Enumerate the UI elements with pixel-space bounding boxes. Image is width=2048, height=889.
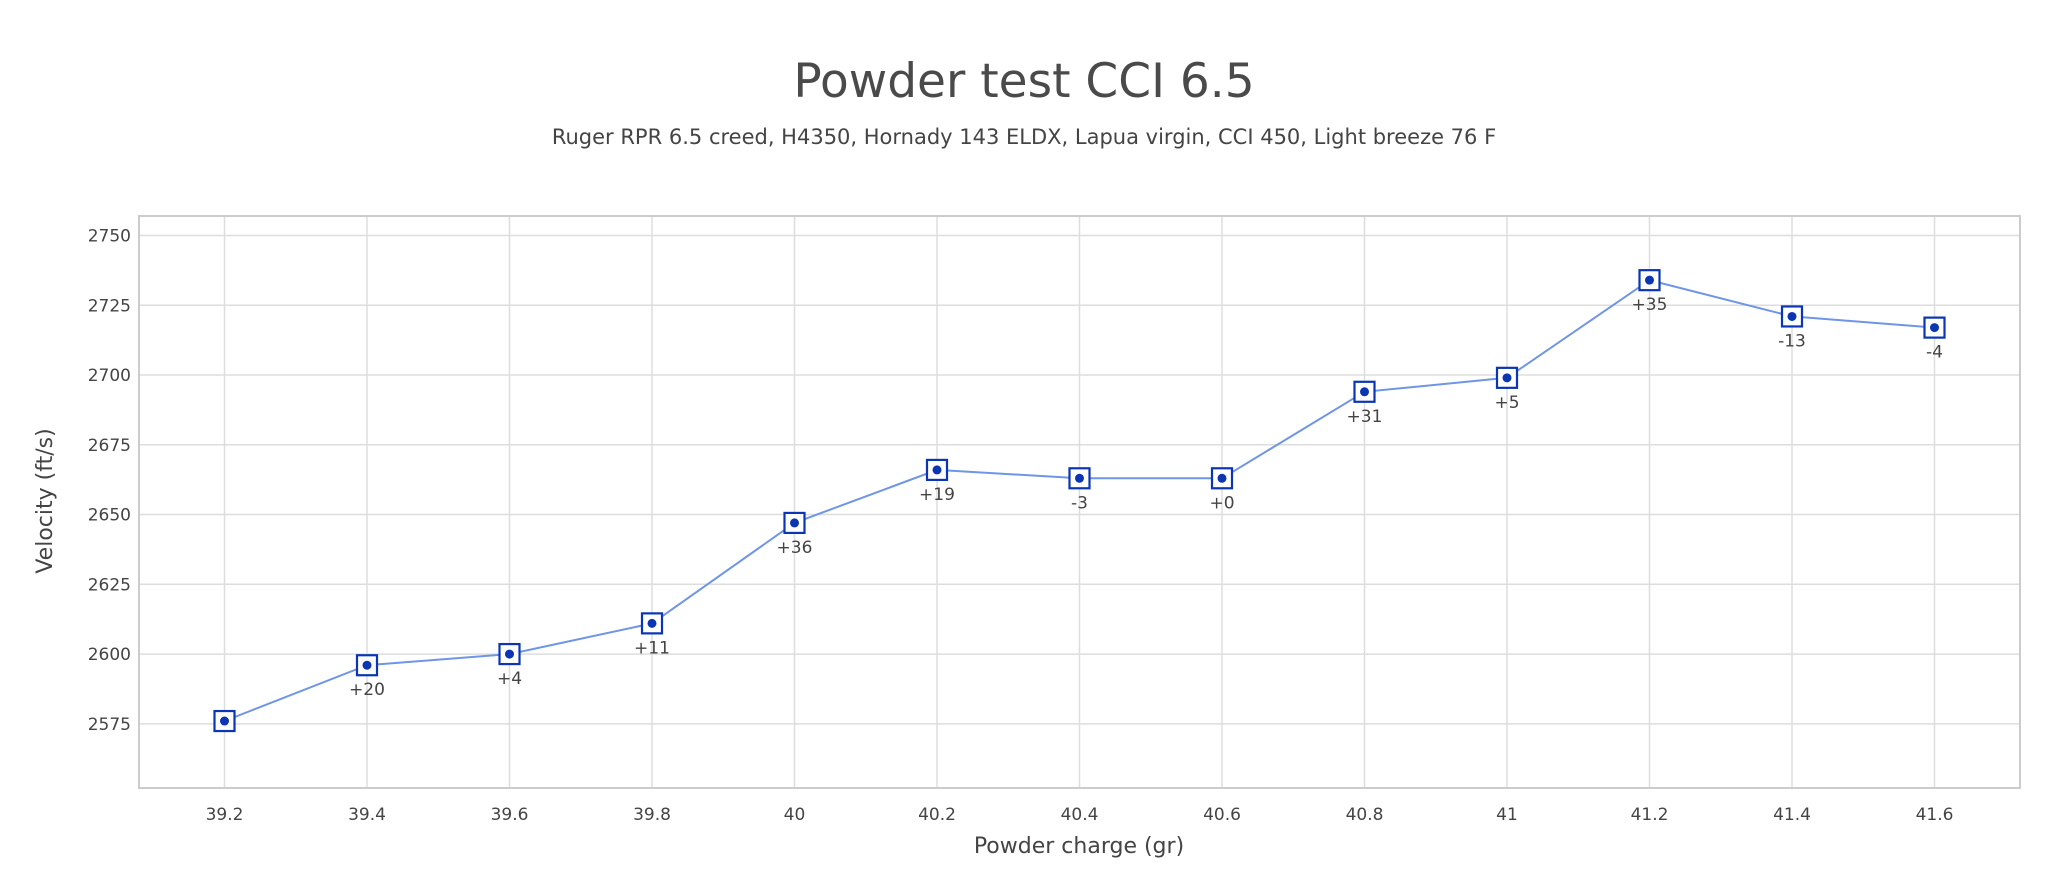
data-point-dot	[1075, 473, 1084, 483]
data-point-label: +5	[1494, 393, 1519, 413]
y-tick-label: 2750	[88, 227, 131, 247]
data-point-label: -4	[1926, 343, 1943, 363]
x-tick-label: 40.6	[1203, 805, 1241, 825]
x-tick-label: 40.8	[1346, 805, 1384, 825]
data-point-dot	[220, 716, 229, 726]
data-point-label: +19	[919, 485, 955, 505]
data-point-label: +0	[1209, 493, 1234, 513]
x-tick-label: 40.2	[918, 805, 956, 825]
tick-label-layer: 2575 2600 2625 2650 2675 2700 2725 2750 39.2 39.4…	[88, 227, 1954, 825]
data-point-label: -13	[1778, 331, 1806, 351]
y-tick-label: 2600	[88, 645, 131, 665]
data-point-label: +20	[349, 680, 385, 700]
data-point-dot	[1217, 473, 1227, 483]
plot-frame	[138, 215, 2021, 789]
data-point-label: -3	[1071, 493, 1088, 513]
grid-layer	[139, 216, 2020, 788]
data-point-label: +36	[777, 538, 813, 558]
y-tick-label: 2575	[88, 715, 131, 735]
data-point-dot	[505, 649, 514, 659]
y-axis-label: Velocity (ft/s)	[33, 428, 58, 573]
data-point-label: +35	[1632, 295, 1668, 315]
y-tick-label: 2725	[88, 296, 131, 316]
x-tick-label: 40.4	[1061, 805, 1099, 825]
data-point-dot	[790, 518, 799, 528]
x-tick-label: 41.4	[1773, 805, 1811, 825]
data-point-dot	[647, 618, 657, 628]
y-tick-label: 2650	[88, 506, 131, 526]
data-point-dot	[1645, 275, 1654, 285]
data-point-dot	[1930, 323, 1939, 333]
data-point-label: +31	[1347, 407, 1383, 427]
x-tick-label: 41.2	[1631, 805, 1669, 825]
data-point-dot	[1787, 311, 1797, 321]
data-point-label: +4	[497, 669, 522, 689]
data-point-dot	[1360, 387, 1369, 397]
data-point-dot	[362, 660, 372, 670]
chart-subtitle: Ruger RPR 6.5 creed, H4350, Hornady 143 …	[551, 125, 1497, 149]
x-tick-label: 39.8	[633, 805, 671, 825]
data-point-label: +11	[634, 638, 670, 658]
data-point-dot	[1502, 373, 1512, 383]
x-axis-label: Powder charge (gr)	[974, 834, 1184, 859]
x-tick-label: 39.4	[348, 805, 386, 825]
y-tick-label: 2700	[88, 366, 131, 386]
x-tick-label: 39.2	[206, 805, 244, 825]
data-point-dot	[932, 465, 942, 475]
x-tick-label: 41	[1496, 805, 1518, 825]
y-tick-label: 2625	[88, 575, 131, 595]
x-tick-label: 39.6	[491, 805, 529, 825]
y-tick-label: 2675	[88, 436, 131, 456]
x-tick-label: 41.6	[1916, 805, 1954, 825]
marker-layer: +20 +4 +11 +36 +19 -3 +0 +31 +5 +35 -13 -4	[213, 269, 1946, 733]
chart-title: Powder test CCI 6.5	[793, 54, 1255, 109]
x-tick-label: 40	[784, 805, 806, 825]
